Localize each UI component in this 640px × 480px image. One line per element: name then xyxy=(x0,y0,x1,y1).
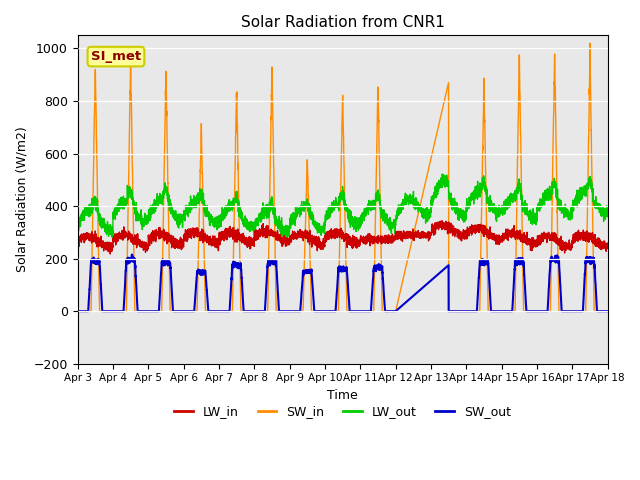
Text: SI_met: SI_met xyxy=(91,50,141,63)
Title: Solar Radiation from CNR1: Solar Radiation from CNR1 xyxy=(241,15,445,30)
Y-axis label: Solar Radiation (W/m2): Solar Radiation (W/m2) xyxy=(15,127,28,273)
X-axis label: Time: Time xyxy=(327,389,358,402)
Legend: LW_in, SW_in, LW_out, SW_out: LW_in, SW_in, LW_out, SW_out xyxy=(169,400,516,423)
